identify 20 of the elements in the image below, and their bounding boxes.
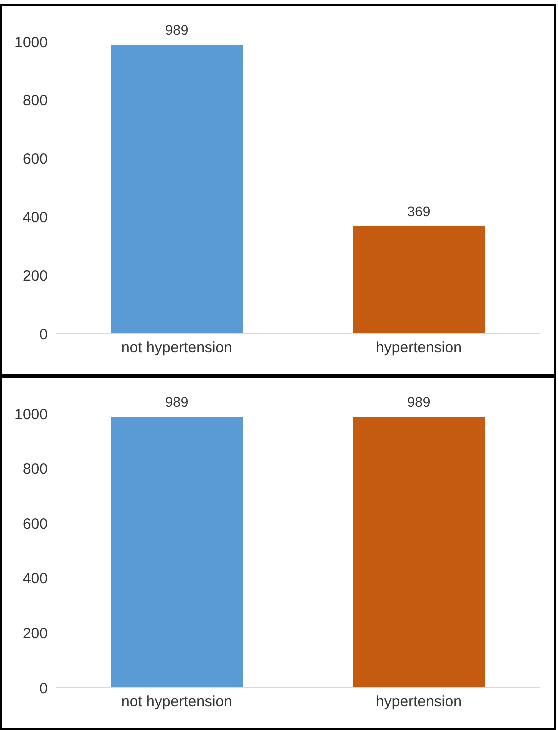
data-label: 989 xyxy=(165,394,189,410)
y-tick-label: 400 xyxy=(22,570,48,588)
data-label: 989 xyxy=(407,394,431,410)
x-tick-label: hypertension xyxy=(376,694,462,711)
y-tick-label: 0 xyxy=(40,680,48,698)
x-tick-label: not hypertension xyxy=(122,694,232,711)
x-tick-label: not hypertension xyxy=(122,340,232,357)
y-tick-label: 600 xyxy=(22,151,48,168)
y-tick-label: 1000 xyxy=(14,406,48,424)
data-label: 989 xyxy=(165,22,189,38)
data-label: 369 xyxy=(407,203,431,220)
y-tick-label: 200 xyxy=(22,626,48,643)
y-tick-label: 200 xyxy=(22,268,48,285)
y-tick-label: 800 xyxy=(22,461,48,478)
y-tick-label: 0 xyxy=(40,326,48,344)
y-tick-label: 800 xyxy=(22,92,48,110)
x-tick-label: hypertension xyxy=(376,340,462,357)
y-tick-label: 1000 xyxy=(14,34,48,52)
y-tick-label: 600 xyxy=(22,516,48,533)
y-tick-label: 400 xyxy=(22,210,48,227)
